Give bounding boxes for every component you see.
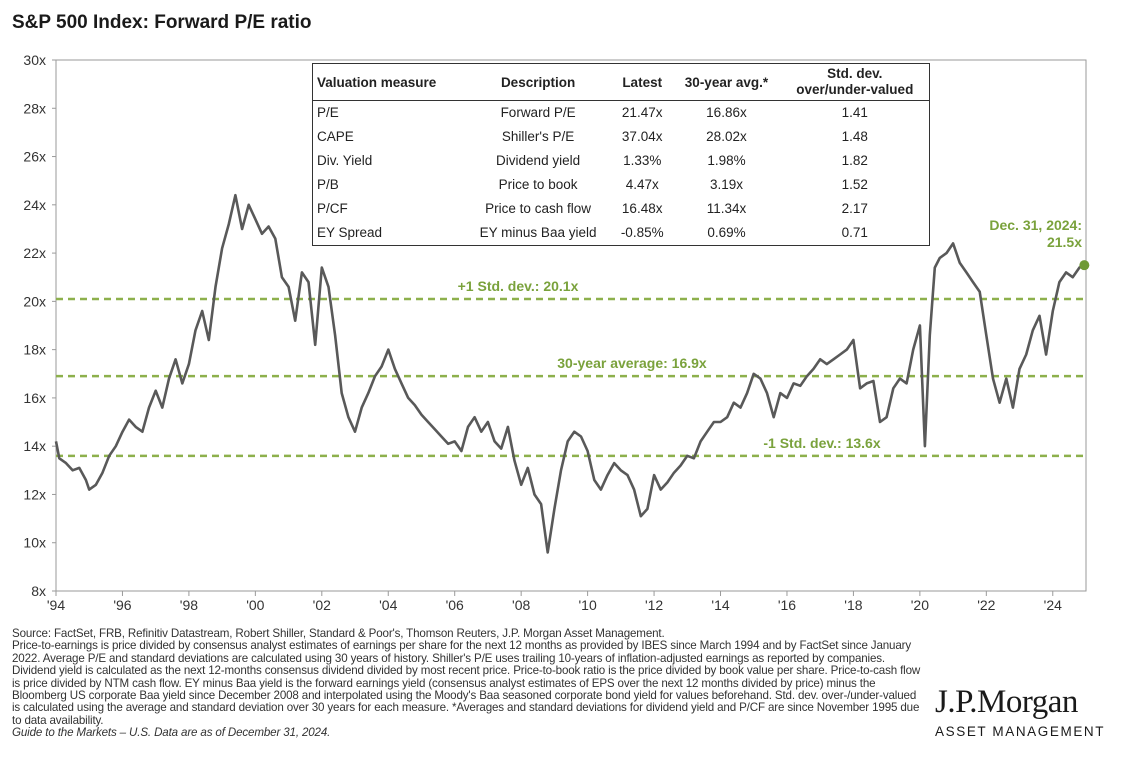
- cell-stddev: 1.82: [841, 153, 868, 168]
- x-tick-label: '14: [711, 597, 729, 613]
- x-tick-label: '20: [911, 597, 929, 613]
- x-tick-label: '24: [1044, 597, 1062, 613]
- table-row: P/CF Price to cash flow 16.48x 11.34x 2.17: [313, 197, 930, 221]
- cell-latest: 4.47x: [625, 177, 659, 192]
- x-tick-label: '22: [977, 597, 995, 613]
- y-tick-label: 30x: [23, 52, 46, 68]
- reference-label: 30-year average: 16.9x: [557, 355, 707, 371]
- y-tick-label: 8x: [31, 583, 46, 599]
- x-tick-label: '96: [113, 597, 131, 613]
- x-tick-label: '06: [446, 597, 464, 613]
- series-layer: [54, 193, 1085, 554]
- header-std-dev-line2: over/under-valued: [796, 82, 914, 97]
- cell-latest: 37.04x: [621, 129, 663, 144]
- cell-description: Dividend yield: [496, 153, 581, 168]
- chart-title: S&P 500 Index: Forward P/E ratio: [12, 12, 312, 33]
- cell-avg: 11.34x: [706, 201, 747, 216]
- footnote-source: Source: FactSet, FRB, Refinitiv Datastre…: [12, 627, 665, 640]
- cell-measure: P/E: [317, 105, 339, 120]
- x-tick-label: '10: [578, 597, 596, 613]
- footnote-body: Price-to-earnings is price divided by co…: [12, 639, 921, 727]
- cell-stddev: 0.71: [841, 225, 868, 240]
- x-tick-label: '94: [47, 597, 65, 613]
- cell-avg: 28.02x: [706, 129, 747, 144]
- y-tick-label: 18x: [23, 342, 46, 358]
- y-tick-label: 14x: [23, 438, 46, 454]
- annotation-line2: 21.5x: [1047, 234, 1082, 250]
- annotation-line1: Dec. 31, 2024:: [989, 217, 1082, 233]
- cell-description: Price to cash flow: [485, 201, 591, 216]
- header-description: Description: [464, 63, 613, 101]
- valuation-table: Valuation measure Description Latest 30-…: [312, 63, 930, 246]
- reference-lines: +1 Std. dev.: 20.1x 30-year average: 16.9…: [56, 278, 1086, 458]
- header-30yr-avg: 30-year avg.*: [672, 63, 781, 101]
- cell-avg: 0.69%: [707, 225, 746, 240]
- header-std-dev: Std. dev. over/under-valued: [780, 63, 930, 101]
- table-header-row: Valuation measure Description Latest 30-…: [312, 63, 930, 101]
- annotation-layer: Dec. 31, 2024:21.5x: [989, 217, 1090, 271]
- cell-measure: EY Spread: [317, 225, 383, 240]
- plot-frame: [55, 59, 1087, 592]
- cell-stddev: 1.52: [841, 177, 868, 192]
- cell-stddev: 2.17: [841, 201, 868, 216]
- y-tick-label: 10x: [23, 535, 46, 551]
- x-tick-label: '02: [313, 597, 331, 613]
- y-tick-label: 24x: [23, 197, 46, 213]
- cell-description: Price to book: [498, 177, 578, 192]
- cell-latest: 1.33%: [623, 153, 662, 168]
- y-tick-label: 28x: [23, 100, 46, 116]
- cell-measure: CAPE: [317, 129, 354, 144]
- chart-axes: 8x 10x 12x 14x 16x 18x 20x 22x 24x 26x 28x 30x '94 '9…: [23, 52, 1087, 613]
- x-tick-label: '08: [512, 597, 530, 613]
- x-tick-label: '98: [180, 597, 198, 613]
- footnote: Source: FactSet, FRB, Refinitiv Datastre…: [12, 627, 924, 740]
- header-latest: Latest: [612, 63, 673, 101]
- logo-sub-text: ASSET MANAGEMENT: [935, 724, 1106, 739]
- pe-series-line: [54, 193, 1085, 554]
- y-tick-label: 26x: [23, 149, 46, 165]
- logo-main-text: J.P.Morgan: [935, 684, 1078, 720]
- reference-label: +1 Std. dev.: 20.1x: [458, 278, 579, 294]
- header-valuation-measure: Valuation measure: [312, 63, 465, 101]
- cell-description: Forward P/E: [500, 105, 576, 120]
- y-tick-label: 12x: [23, 486, 46, 502]
- cell-stddev: 1.48: [841, 129, 868, 144]
- footnote-guide: Guide to the Markets – U.S. Data are as …: [12, 726, 331, 740]
- pe-ratio-chart: 8x 10x 12x 14x 16x 18x 20x 22x 24x 26x 28x 30x '94 '9…: [23, 52, 1090, 613]
- x-tick-label: '18: [844, 597, 862, 613]
- x-tick-label: '00: [246, 597, 264, 613]
- y-tick-label: 16x: [23, 390, 46, 406]
- reference-label: -1 Std. dev.: 13.6x: [763, 435, 880, 451]
- y-tick-label: 20x: [23, 293, 46, 309]
- table-row: Div. Yield Dividend yield 1.33% 1.98% 1.82: [313, 149, 930, 173]
- x-tick-label: '16: [778, 597, 796, 613]
- cell-measure: P/CF: [317, 201, 348, 216]
- cell-measure: P/B: [317, 177, 339, 192]
- cell-description: Shiller's P/E: [501, 129, 575, 144]
- cell-avg: 16.86x: [706, 105, 747, 120]
- y-tick-label: 22x: [23, 245, 46, 261]
- cell-latest: 21.47x: [621, 105, 663, 120]
- x-tick-label: '04: [379, 597, 397, 613]
- header-std-dev-line1: Std. dev.: [827, 66, 883, 81]
- table-row: P/B Price to book 4.47x 3.19x 1.52: [313, 173, 930, 197]
- cell-latest: -0.85%: [620, 225, 664, 240]
- table-row: P/E Forward P/E 21.47x 16.86x 1.41: [313, 101, 930, 126]
- cell-description: EY minus Baa yield: [479, 225, 597, 240]
- table-row: CAPE Shiller's P/E 37.04x 28.02x 1.48: [313, 125, 930, 149]
- jpmorgan-logo: J.P.Morgan ASSET MANAGEMENT: [935, 684, 1110, 739]
- cell-stddev: 1.41: [841, 105, 868, 120]
- cell-measure: Div. Yield: [317, 153, 373, 168]
- cell-avg: 1.98%: [707, 153, 746, 168]
- cell-latest: 16.48x: [621, 201, 663, 216]
- x-tick-label: '12: [645, 597, 663, 613]
- cell-avg: 3.19x: [709, 177, 743, 192]
- latest-point-marker: [1079, 260, 1090, 271]
- table-row: EY Spread EY minus Baa yield -0.85% 0.69% 0.…: [313, 221, 930, 246]
